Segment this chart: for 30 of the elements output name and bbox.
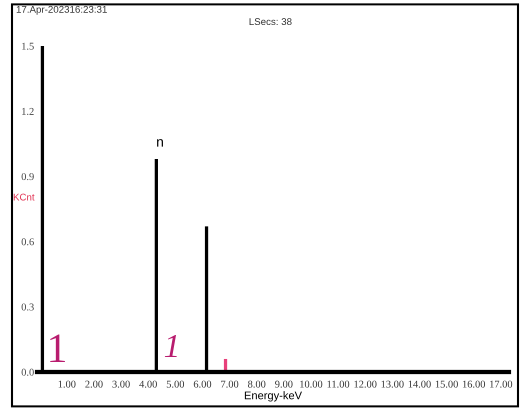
- x-tick-label: 4.00: [139, 380, 157, 388]
- annotation: 1: [164, 335, 177, 358]
- x-tick-label: 2.00: [85, 380, 103, 388]
- y-tick-label: 1.5: [22, 42, 34, 50]
- y-tick-label: 0.0: [22, 368, 34, 376]
- x-tick-label: 17.00: [490, 380, 512, 388]
- x-tick-label: 15.00: [436, 380, 458, 388]
- y-tick-label: 0.6: [22, 238, 34, 246]
- y-tick-label: 0.3: [22, 303, 34, 311]
- x-tick-label: 6.00: [194, 380, 212, 388]
- x-tick-label: 3.00: [112, 380, 130, 388]
- x-tick-label: 1.00: [58, 380, 76, 388]
- x-tick-label: 7.00: [221, 380, 238, 388]
- x-tick-label: 16.00: [462, 380, 486, 388]
- x-tick-label: 10.00: [300, 380, 322, 388]
- y-tick-label: 0.9: [22, 173, 34, 180]
- y-axis-title: KCnt: [14, 194, 35, 201]
- x-tick-label: 9.00: [275, 380, 293, 388]
- x-tick-label: 5.00: [166, 380, 184, 388]
- annotation: 1: [50, 334, 65, 362]
- y-tick-label: 1.2: [22, 108, 34, 115]
- annotation: n: [157, 139, 163, 147]
- x-tick-label: 14.00: [408, 380, 431, 388]
- text: 17.Apr-202316:23:31: [16, 6, 107, 15]
- x-axis-title: Energy-keV: [244, 391, 302, 402]
- text: LSecs: 38: [250, 18, 292, 26]
- x-tick-label: 11.00: [327, 380, 350, 388]
- x-tick-label: 8.00: [248, 380, 266, 388]
- x-tick-label: 12.00: [354, 380, 377, 388]
- x-tick-label: 13.00: [382, 380, 404, 388]
